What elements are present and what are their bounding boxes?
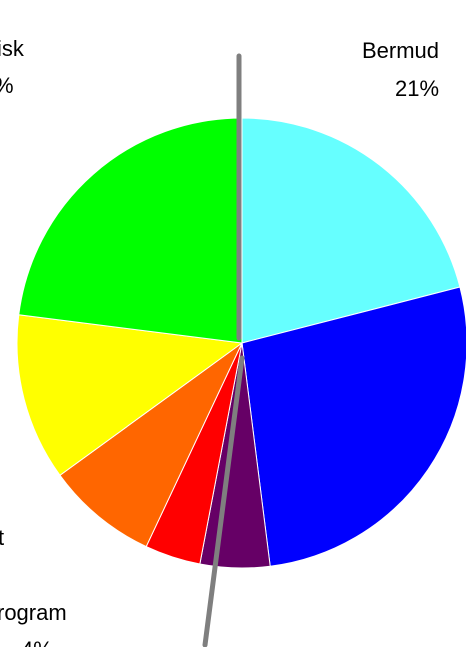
pie-slice-1 — [241, 286, 466, 567]
label-partial-t: t — [0, 525, 4, 550]
leader-line-bottom — [202, 355, 245, 647]
pie-slice-5 — [16, 314, 244, 476]
label-risk-name: isk — [0, 36, 25, 61]
label-program-name: rogram — [0, 600, 67, 625]
pie-slice-4 — [59, 342, 243, 548]
label-bermuda-percent: 21% — [395, 76, 439, 101]
pie-slice-6 — [18, 117, 243, 344]
label-bermuda-name: Bermud — [362, 38, 439, 63]
pie-slices — [16, 117, 466, 569]
label-risk-percent: % — [0, 73, 14, 98]
label-program-percent: 4% — [21, 637, 53, 647]
pie-slice-0 — [241, 117, 461, 344]
